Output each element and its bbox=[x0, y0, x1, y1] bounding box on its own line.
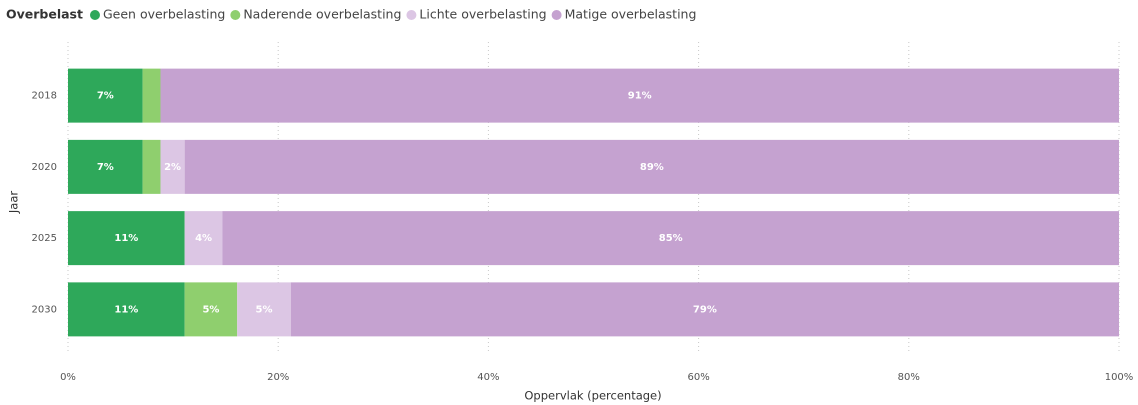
x-tick-label: 80% bbox=[898, 372, 920, 383]
data-label: 11% bbox=[114, 233, 138, 244]
legend-marker bbox=[89, 10, 100, 20]
data-label: 7% bbox=[97, 91, 114, 102]
y-tick-label: 2025 bbox=[32, 233, 57, 244]
legend: Overbelast Geen overbelasting Naderende o… bbox=[6, 7, 696, 22]
bar-segment bbox=[68, 68, 143, 123]
data-label: 7% bbox=[97, 162, 114, 173]
y-tick-label: 2020 bbox=[32, 162, 57, 173]
bar-segment bbox=[222, 211, 1119, 266]
y-tick-label: 2018 bbox=[32, 91, 57, 102]
data-label: 85% bbox=[659, 233, 683, 244]
data-label: 89% bbox=[640, 162, 664, 173]
bar-segment bbox=[160, 139, 185, 194]
bar-segment bbox=[142, 68, 161, 123]
bar-segment bbox=[184, 139, 1119, 194]
data-label: 5% bbox=[202, 304, 219, 315]
bar-segment bbox=[68, 211, 185, 266]
data-label: 91% bbox=[628, 91, 652, 102]
legend-label: Lichte overbelasting bbox=[419, 7, 546, 22]
data-label: 11% bbox=[114, 304, 138, 315]
x-tick-label: 0% bbox=[60, 372, 76, 383]
bar-segment bbox=[68, 139, 143, 194]
bar-segment bbox=[142, 139, 161, 194]
legend-label: Naderende overbelasting bbox=[243, 7, 401, 22]
data-label: 79% bbox=[693, 304, 717, 315]
legend-title: Overbelast bbox=[6, 7, 83, 22]
data-label: 5% bbox=[256, 304, 273, 315]
x-axis-title: Oppervlak (percentage) bbox=[524, 389, 661, 403]
x-tick-label: 40% bbox=[477, 372, 499, 383]
y-tick-label: 2030 bbox=[32, 304, 57, 315]
data-label: 2% bbox=[164, 162, 181, 173]
y-axis-title: Jaar bbox=[7, 191, 21, 214]
x-tick-label: 60% bbox=[687, 372, 709, 383]
bar-segment bbox=[160, 68, 1119, 123]
legend-label: Matige overbelasting bbox=[565, 7, 697, 22]
x-tick-label: 100% bbox=[1105, 372, 1134, 383]
data-label: 4% bbox=[195, 233, 212, 244]
legend-marker bbox=[406, 10, 417, 20]
legend-label: Geen overbelasting bbox=[103, 7, 225, 22]
bar-segment bbox=[184, 211, 223, 266]
bar-segment bbox=[68, 282, 185, 337]
bar-segment bbox=[290, 282, 1119, 337]
legend-marker bbox=[551, 10, 562, 20]
x-tick-label: 20% bbox=[267, 372, 289, 383]
legend-marker bbox=[230, 10, 241, 20]
bar-segment bbox=[184, 282, 238, 337]
bar-segment bbox=[237, 282, 291, 337]
